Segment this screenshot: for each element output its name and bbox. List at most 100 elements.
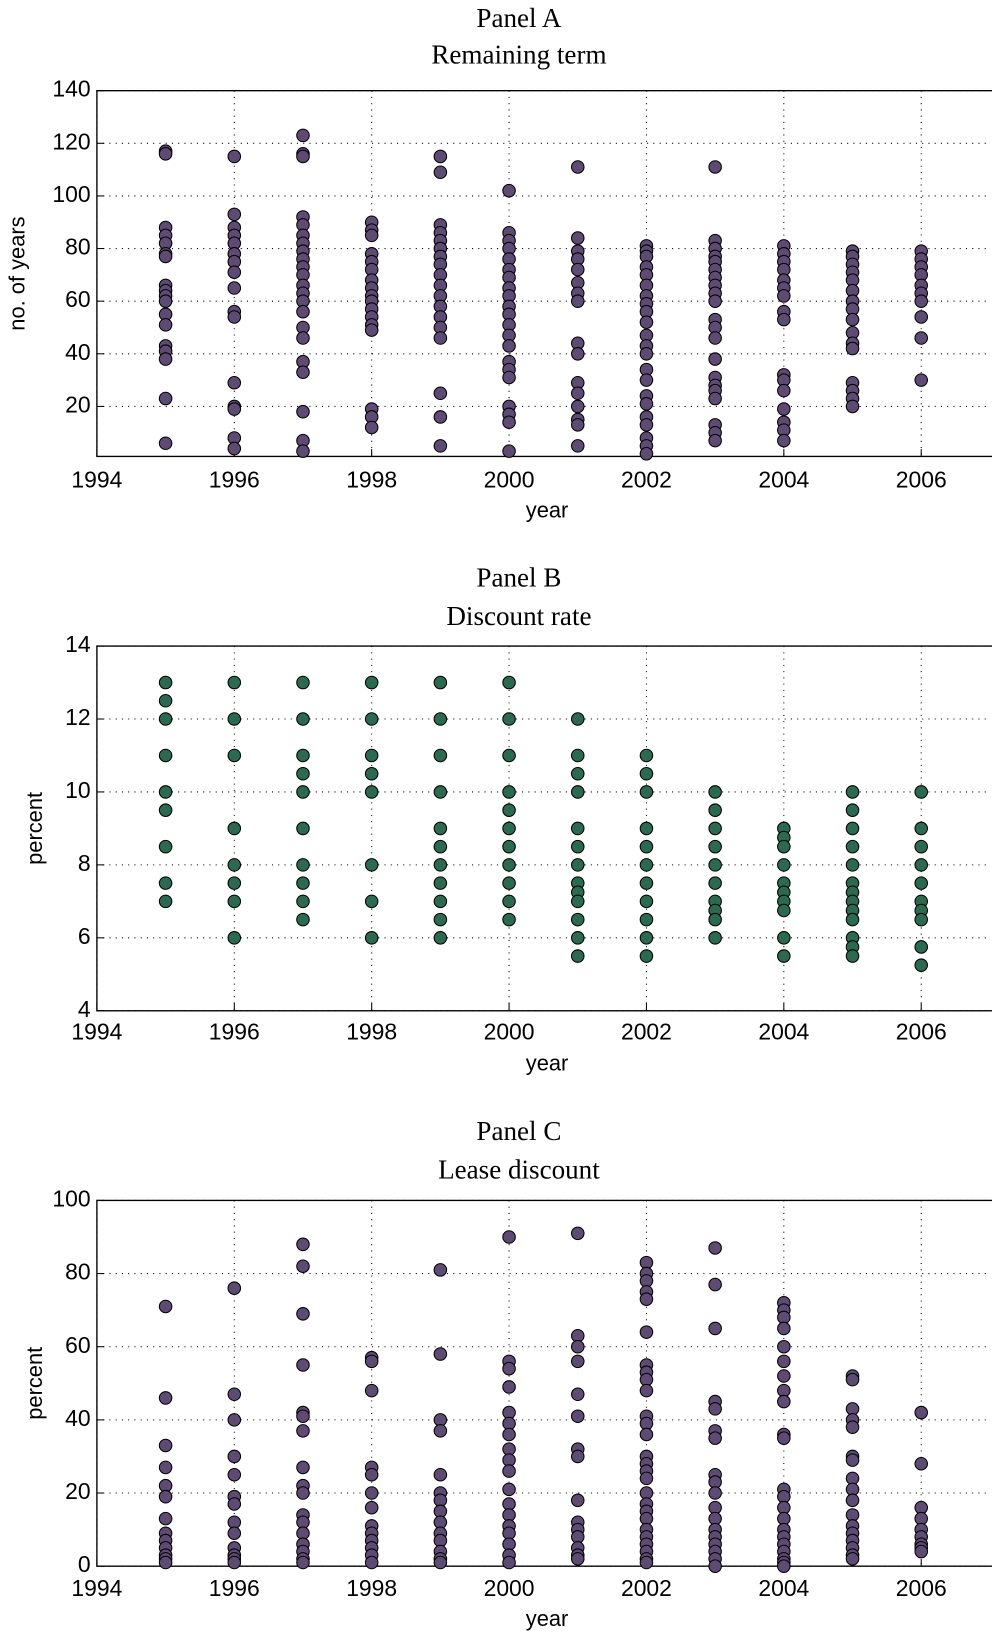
- data-point: [227, 375, 242, 390]
- data-point: [364, 1486, 379, 1500]
- data-point: [227, 1449, 242, 1464]
- x-tick-label: 1996: [209, 466, 260, 492]
- y-axis-label: percent: [22, 792, 47, 865]
- data-point: [158, 694, 173, 708]
- x-tick-label: 1994: [71, 1575, 122, 1601]
- data-point: [433, 331, 448, 345]
- data-point: [708, 391, 722, 406]
- data-point: [158, 1460, 173, 1475]
- data-point: [708, 839, 722, 854]
- panel: Panel B Discount rate year percent 1994 1996 1…: [22, 563, 992, 1076]
- data-point: [433, 931, 448, 945]
- data-point: [708, 352, 722, 366]
- data-point: [433, 439, 448, 453]
- y-tick-label: 40: [65, 1405, 90, 1431]
- y-axis-label: percent: [22, 1347, 47, 1420]
- y-tick-label: 40: [65, 339, 90, 365]
- data-point: [708, 433, 722, 448]
- data-point: [639, 858, 654, 872]
- data-point: [227, 876, 242, 890]
- data-point: [502, 1555, 516, 1570]
- data-point: [845, 1493, 860, 1508]
- data-point: [502, 444, 516, 458]
- data-point: [227, 748, 242, 763]
- panel-subtitle: Remaining term: [431, 40, 606, 70]
- data-point: [639, 931, 654, 945]
- y-tick-label: 120: [52, 128, 90, 154]
- data-point: [845, 1453, 860, 1467]
- data-point: [914, 958, 928, 972]
- data-point: [158, 294, 173, 308]
- data-point: [502, 1482, 516, 1497]
- data-point: [296, 748, 310, 763]
- y-tick-label: 4: [78, 996, 91, 1022]
- data-point: [502, 839, 516, 854]
- data-point: [777, 903, 791, 918]
- x-tick-label: 2004: [758, 1575, 809, 1601]
- data-point: [639, 766, 654, 781]
- data-point: [639, 347, 654, 361]
- data-point: [502, 1427, 516, 1442]
- data-point: [296, 1358, 310, 1372]
- data-point: [570, 766, 585, 781]
- x-tick-label: 2000: [484, 1575, 535, 1601]
- x-tick-label: 1996: [209, 1019, 260, 1045]
- x-tick-label: 1994: [71, 466, 122, 492]
- data-point: [433, 1263, 448, 1277]
- data-point: [296, 876, 310, 890]
- data-point: [639, 949, 654, 963]
- data-point: [227, 281, 242, 295]
- data-point: [708, 160, 722, 174]
- data-point: [570, 262, 585, 277]
- data-point: [364, 785, 379, 799]
- data-point: [639, 748, 654, 763]
- data-point: [708, 912, 722, 927]
- data-point: [158, 352, 173, 366]
- data-point: [502, 183, 516, 198]
- data-point: [296, 1486, 310, 1500]
- data-point: [639, 785, 654, 799]
- panel: Panel C Lease discount year percent 1994 1996…: [22, 1116, 992, 1631]
- data-point: [227, 675, 242, 690]
- data-point: [433, 149, 448, 164]
- data-point: [158, 1489, 173, 1504]
- x-tick-label: 1994: [71, 1019, 122, 1045]
- y-tick-label: 20: [65, 1478, 90, 1504]
- data-point: [845, 912, 860, 927]
- y-tick-label: 20: [65, 391, 90, 417]
- data-point: [296, 712, 310, 726]
- data-point: [364, 748, 379, 763]
- data-point: [158, 1391, 173, 1405]
- data-point: [914, 785, 928, 799]
- data-point: [227, 265, 242, 280]
- data-point: [708, 331, 722, 345]
- data-point: [777, 1339, 791, 1354]
- data-point: [570, 1387, 585, 1402]
- data-point: [639, 1427, 654, 1442]
- data-point: [502, 876, 516, 890]
- data-point: [296, 365, 310, 379]
- y-tick-label: 14: [65, 631, 91, 657]
- data-point: [158, 391, 173, 406]
- data-point: [433, 1467, 448, 1482]
- data-point: [570, 294, 585, 308]
- data-point: [227, 1281, 242, 1295]
- data-point: [364, 323, 379, 337]
- data-point: [570, 439, 585, 453]
- x-tick-label: 2002: [621, 466, 672, 492]
- data-point: [502, 912, 516, 927]
- data-point: [433, 712, 448, 726]
- data-point: [364, 228, 379, 243]
- data-point: [296, 331, 310, 345]
- plot-frame: [96, 89, 992, 458]
- data-point: [639, 373, 654, 387]
- data-point: [845, 341, 860, 356]
- data-point: [296, 1259, 310, 1274]
- panel-title: Panel B: [476, 563, 561, 593]
- data-point: [570, 839, 585, 854]
- y-tick-label: 6: [78, 923, 91, 949]
- y-tick-label: 80: [65, 1259, 90, 1285]
- data-point: [777, 1321, 791, 1336]
- data-point: [914, 294, 928, 308]
- data-point: [845, 839, 860, 854]
